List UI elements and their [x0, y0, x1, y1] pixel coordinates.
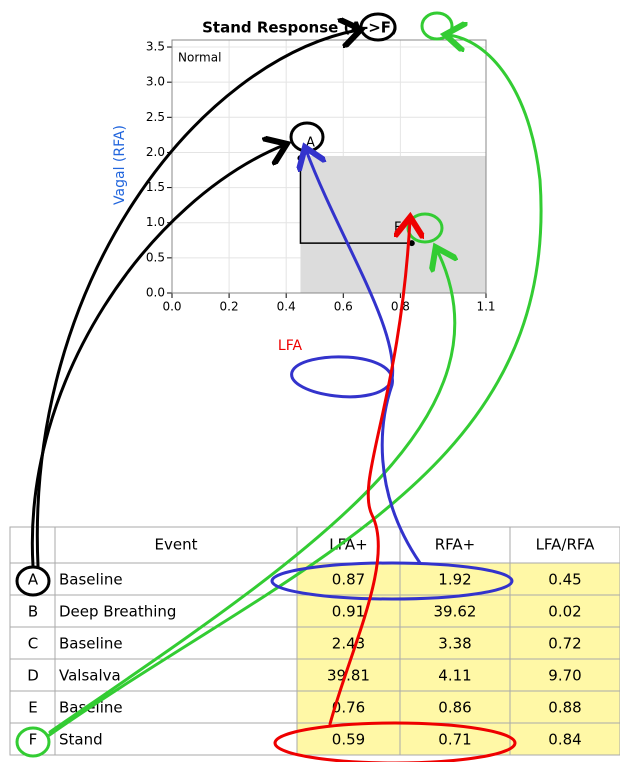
- header-row: [9, 526, 620, 564]
- cell-text: 0.02: [548, 603, 581, 621]
- chart-title: Stand Response (A->F): [202, 19, 398, 37]
- arrow: [328, 220, 410, 726]
- cell-text: 2.43: [332, 635, 365, 653]
- column-header: Event: [155, 536, 198, 554]
- cell-text: 0.72: [548, 635, 581, 653]
- plot-frame: [171, 39, 487, 294]
- cell: [54, 722, 298, 756]
- cell-text: 1.92: [438, 571, 471, 589]
- cell-text: B: [28, 603, 38, 621]
- cell-text: F: [29, 731, 38, 749]
- cell: [509, 658, 620, 692]
- y-tick-label: 1.5: [146, 180, 165, 194]
- cell-text: Stand: [59, 731, 103, 749]
- cell-text: 0.88: [548, 699, 581, 717]
- cell: [9, 594, 56, 628]
- y-tick-label: 3.5: [146, 40, 165, 54]
- circle: [270, 561, 514, 601]
- cell-text: 0.84: [548, 731, 581, 749]
- cell-text: Baseline: [59, 635, 123, 653]
- cell-text: 0.76: [332, 699, 365, 717]
- cell: [399, 626, 511, 660]
- cell-text: 4.11: [438, 667, 471, 685]
- arrow: [46, 35, 543, 738]
- x-axis-label: LFA: [278, 338, 303, 354]
- cell: [296, 690, 401, 724]
- column-header: LFA/RFA: [536, 536, 596, 554]
- cell-text: 0.71: [438, 731, 471, 749]
- x-tick-label: 0.0: [162, 300, 181, 314]
- cell-text: 39.62: [434, 603, 477, 621]
- point-label: F: [394, 221, 401, 236]
- cell-text: Valsalva: [59, 667, 121, 685]
- cell-text: Baseline: [59, 571, 123, 589]
- cell-text: 0.87: [332, 571, 365, 589]
- circle: [15, 726, 51, 758]
- x-tick-label: 1.1: [476, 300, 495, 314]
- cell-text: C: [28, 635, 38, 653]
- cell-text: A: [28, 571, 39, 589]
- cell-text: 3.38: [438, 635, 471, 653]
- cell-text: 0.45: [548, 571, 581, 589]
- arrow: [35, 30, 358, 568]
- step-line: [299, 158, 412, 244]
- cell-text: E: [28, 699, 37, 717]
- point: [408, 240, 415, 247]
- event-table: Event LFA+ RFA+ LFA/RFA A Baseline 0.87 1.92 0.4…: [9, 526, 620, 756]
- column-header: RFA+: [435, 536, 476, 554]
- chart: 0.0 0.2 0.4 0.6 0.8 1.1 0.0 0.5 1.0 1.5 2.0 2.5 3.0 3…: [112, 19, 496, 355]
- point: [297, 155, 304, 162]
- cell-text: 0.86: [438, 699, 471, 717]
- cell-text: 9.70: [548, 667, 581, 685]
- cell: [509, 722, 620, 756]
- cell-text: D: [27, 667, 39, 685]
- y-tick-label: 3.0: [146, 75, 165, 89]
- cell-text: 39.81: [327, 667, 370, 685]
- x-tick-label: 0.8: [391, 300, 410, 314]
- arrow: [290, 150, 422, 565]
- cell: [509, 562, 620, 596]
- x-tick-label: 0.2: [220, 300, 239, 314]
- arrow: [30, 145, 284, 568]
- y-tick-label: 0.0: [146, 286, 165, 300]
- cell: [296, 626, 401, 660]
- cell-text: Deep Breathing: [59, 603, 176, 621]
- cell-text: 0.59: [332, 731, 365, 749]
- y-tick-label: 0.5: [146, 250, 165, 264]
- y-tick-label: 2.5: [146, 110, 165, 124]
- y-tick-label: 1.0: [146, 215, 165, 229]
- x-tick-label: 0.4: [277, 300, 296, 314]
- cell-text: 0.91: [332, 603, 365, 621]
- annotation: Normal: [178, 51, 221, 65]
- column-header: LFA+: [329, 536, 367, 554]
- y-axis-label: Vagal (RFA): [112, 125, 128, 205]
- cell: [54, 562, 298, 596]
- cell: [296, 594, 401, 628]
- cell: [399, 690, 511, 724]
- y-tick-label: 2.0: [146, 145, 165, 159]
- cell: [509, 690, 620, 724]
- x-tick-label: 0.6: [334, 300, 353, 314]
- annotations: [15, 11, 543, 765]
- cell: [399, 594, 511, 628]
